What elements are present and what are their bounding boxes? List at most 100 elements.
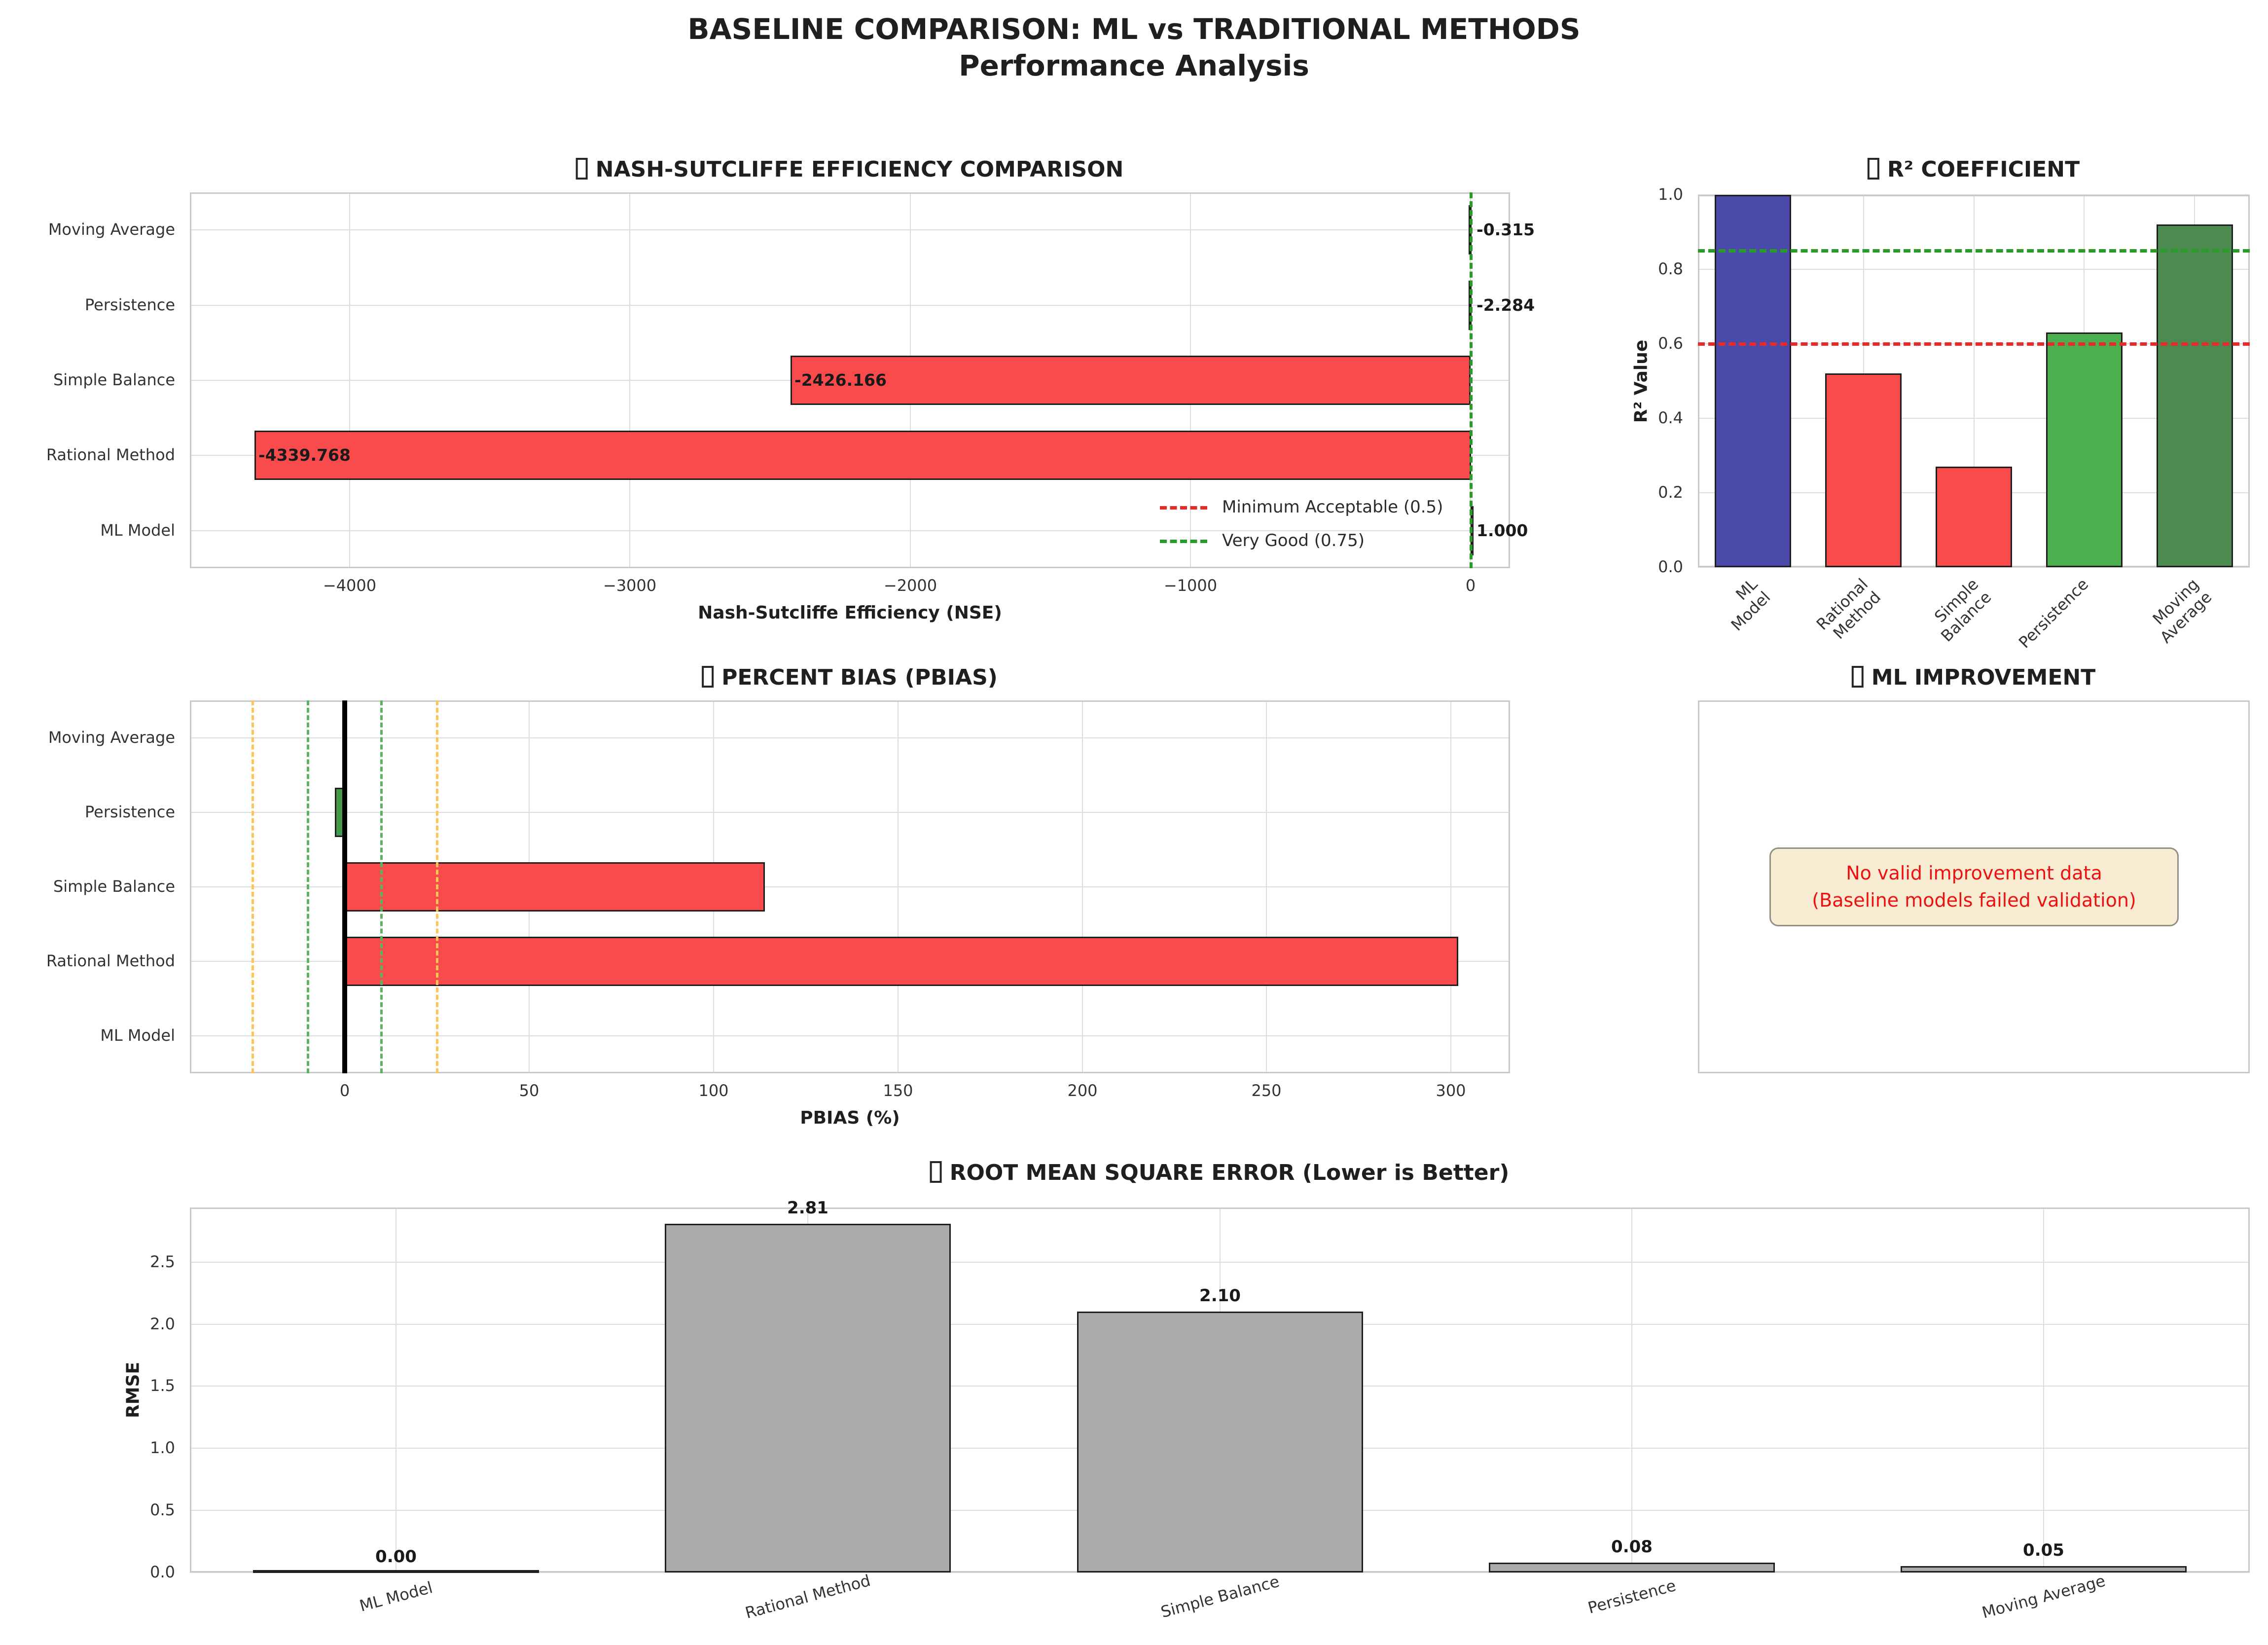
x-tick-label: 300 [1436, 1081, 1466, 1100]
y-tick-label: 1.0 [1658, 185, 1683, 204]
bar-value-label: 2.81 [787, 1198, 828, 1218]
gridline-x [1974, 195, 1975, 567]
gridline-x [349, 192, 350, 568]
bar-value-label: 2.10 [1199, 1286, 1241, 1306]
x-tick-label: 100 [698, 1081, 729, 1100]
annotation-line1: No valid improvement data [1846, 862, 2102, 884]
bar [1715, 195, 1791, 567]
ref-line [1698, 342, 2250, 346]
gridline-y [190, 305, 1510, 306]
gridline-x [1266, 700, 1267, 1073]
y-tick-label: 2.0 [150, 1315, 175, 1333]
ref-line [1470, 192, 1473, 568]
y-tick-label: 2.5 [150, 1252, 175, 1271]
category-label: Persistence [84, 803, 175, 821]
y-axis-label: R² Value [1631, 339, 1652, 423]
gridline-x [1631, 1207, 1632, 1572]
rmse-chart-title: ROOT MEAN SQUARE ERROR (Lower is Better) [930, 1160, 1510, 1185]
r2-chart-title: R² COEFFICIENT [1867, 157, 2080, 182]
gridline-y [190, 886, 1510, 887]
main-title: BASELINE COMPARISON: ML vs TRADITIONAL M… [0, 11, 2268, 84]
ml-improvement-title: ML IMPROVEMENT [1851, 665, 2096, 690]
x-axis-label: PBIAS (%) [800, 1108, 900, 1128]
bar [1077, 1312, 1363, 1572]
gridline-y [190, 737, 1510, 738]
bar [253, 1570, 539, 1573]
y-tick-label: 0.0 [150, 1563, 175, 1581]
x-tick-label: −3000 [603, 576, 657, 595]
bar [1825, 373, 1902, 567]
legend-label: Very Good (0.75) [1222, 531, 1365, 550]
ml-improvement-title-text: ML IMPROVEMENT [1871, 665, 2096, 690]
bar-value-label: -2426.166 [794, 370, 887, 390]
plot-frame [190, 192, 1510, 568]
bar-value-label: -0.315 [1476, 220, 1535, 239]
annotation-line2: (Baseline models failed validation) [1812, 889, 2136, 911]
ref-line [307, 700, 309, 1073]
rmse-chart-title-text: ROOT MEAN SQUARE ERROR (Lower is Better) [949, 1160, 1510, 1185]
bar [2046, 332, 2123, 567]
bar [345, 862, 765, 912]
bar [1936, 467, 2012, 567]
x-tick-label: Moving Average [2149, 575, 2216, 647]
gridline-y [1698, 567, 2250, 568]
x-tick-label: 0 [339, 1081, 350, 1100]
gridline-x [2043, 1207, 2044, 1572]
missing-emoji-icon [702, 666, 714, 688]
x-tick-label: 250 [1251, 1081, 1282, 1100]
category-label: Rational Method [46, 445, 175, 464]
y-tick-label: 0.0 [1658, 557, 1683, 576]
plot-frame [190, 700, 1510, 1073]
bar [254, 431, 1471, 480]
y-tick-label: 0.6 [1658, 334, 1683, 353]
bar-value-label: 1.000 [1476, 521, 1528, 540]
x-tick-label: ML Model [1727, 575, 1774, 635]
bar [2157, 224, 2233, 567]
category-label: Simple Balance [53, 877, 175, 896]
bar-value-label: 0.00 [375, 1547, 417, 1567]
missing-emoji-icon [930, 1161, 942, 1183]
bar [1489, 1563, 1775, 1572]
y-tick-label: 0.8 [1658, 259, 1683, 278]
y-tick-label: 0.5 [150, 1500, 175, 1519]
gridline-y [190, 1035, 1510, 1036]
category-label: Rational Method [46, 951, 175, 970]
nse-chart-title-text: NASH-SUTCLIFFE EFFICIENCY COMPARISON [595, 157, 1124, 182]
gridline-y [190, 812, 1510, 813]
gridline-y [190, 229, 1510, 230]
bar [665, 1224, 951, 1572]
pbias-chart-title: PERCENT BIAS (PBIAS) [702, 665, 998, 690]
missing-emoji-icon [576, 158, 588, 180]
missing-emoji-icon [1851, 666, 1864, 688]
main-title-line2: Performance Analysis [959, 49, 1309, 83]
pbias-chart-title-text: PERCENT BIAS (PBIAS) [721, 665, 998, 690]
category-label: Persistence [84, 295, 175, 314]
y-tick-label: 1.5 [150, 1376, 175, 1395]
x-tick-label: −4000 [323, 576, 377, 595]
y-tick-label: 0.2 [1658, 483, 1683, 502]
category-label: ML Model [100, 1026, 175, 1045]
gridline-y [190, 1572, 2250, 1573]
x-axis-label: Nash-Sutcliffe Efficiency (NSE) [698, 603, 1002, 623]
bar-value-label: -2.284 [1476, 295, 1535, 315]
gridline-x [1450, 700, 1451, 1073]
ref-line [436, 700, 438, 1073]
bar [1901, 1566, 2187, 1572]
y-tick-label: 0.4 [1658, 408, 1683, 427]
ref-line [1698, 249, 2250, 253]
gridline-y [190, 530, 1510, 531]
gridline-x [1082, 700, 1083, 1073]
ref-line [342, 700, 347, 1073]
legend-dash-sample [1160, 540, 1207, 543]
ref-line [380, 700, 383, 1073]
bar [791, 356, 1471, 405]
x-tick-label: 150 [883, 1081, 913, 1100]
x-tick-label: −2000 [883, 576, 937, 595]
bar-value-label: 0.05 [2023, 1540, 2064, 1560]
missing-emoji-icon [1867, 158, 1879, 180]
x-tick-label: 0 [1465, 576, 1476, 595]
ref-line [252, 700, 254, 1073]
legend-dash-sample [1160, 506, 1207, 510]
category-label: Moving Average [48, 728, 175, 747]
